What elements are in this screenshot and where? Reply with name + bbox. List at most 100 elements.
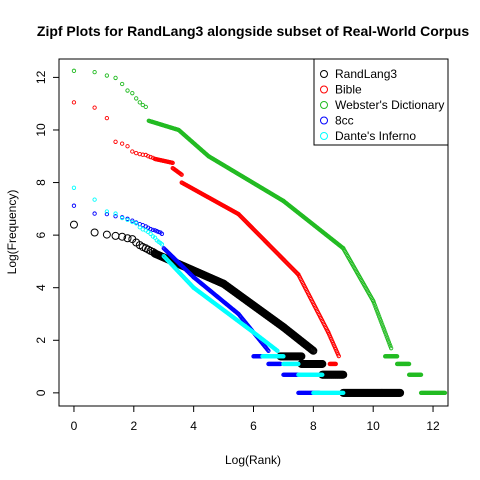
data-point bbox=[309, 346, 318, 355]
data-point bbox=[388, 346, 394, 351]
data-point bbox=[374, 306, 379, 311]
data-point bbox=[92, 69, 97, 75]
data-point bbox=[308, 346, 317, 355]
y-tick-label: 10 bbox=[34, 123, 48, 137]
data-point bbox=[90, 228, 99, 237]
data-point bbox=[385, 336, 390, 341]
data-point bbox=[384, 334, 389, 339]
data-points bbox=[69, 68, 448, 397]
y-tick-label: 12 bbox=[34, 70, 48, 84]
data-point bbox=[336, 353, 341, 359]
data-point bbox=[140, 102, 145, 108]
data-point bbox=[143, 104, 148, 109]
data-point bbox=[123, 234, 132, 243]
data-point bbox=[92, 211, 97, 216]
data-point bbox=[371, 300, 377, 305]
data-point bbox=[374, 308, 380, 313]
data-point bbox=[148, 154, 153, 160]
data-point bbox=[381, 326, 386, 331]
legend-box bbox=[313, 58, 449, 146]
x-tick-label: 4 bbox=[190, 419, 197, 433]
x-axis-title: Log(Rank) bbox=[225, 453, 281, 467]
data-point bbox=[134, 96, 139, 101]
data-point bbox=[134, 150, 139, 156]
data-point bbox=[118, 232, 127, 241]
data-point bbox=[275, 348, 280, 353]
data-point bbox=[170, 160, 175, 165]
data-point bbox=[339, 370, 348, 379]
data-point bbox=[104, 73, 110, 78]
data-point bbox=[372, 302, 377, 307]
data-point bbox=[159, 242, 165, 247]
data-point bbox=[104, 209, 110, 214]
data-point bbox=[380, 324, 386, 329]
legend-label: Dante's Inferno bbox=[335, 129, 416, 143]
data-point bbox=[113, 75, 118, 81]
y-axis: 0 2 4 6 8 10 12 bbox=[34, 70, 59, 396]
series-0 bbox=[69, 220, 405, 397]
data-point bbox=[125, 217, 130, 223]
x-tick-label: 0 bbox=[71, 419, 78, 433]
data-point bbox=[376, 312, 381, 317]
series-4 bbox=[71, 185, 346, 396]
data-point bbox=[297, 352, 306, 361]
data-point bbox=[104, 116, 110, 121]
data-point bbox=[377, 316, 383, 321]
legend-label: 8cc bbox=[335, 114, 354, 128]
legend-marker bbox=[320, 101, 328, 109]
data-point bbox=[111, 231, 120, 240]
y-tick-label: 4 bbox=[34, 284, 48, 291]
data-point bbox=[119, 215, 125, 221]
data-point bbox=[113, 214, 118, 219]
data-point bbox=[379, 320, 384, 325]
data-point bbox=[150, 227, 156, 233]
data-point bbox=[146, 154, 151, 159]
data-point bbox=[137, 100, 142, 105]
legend-label: Bible bbox=[335, 83, 362, 97]
data-point bbox=[113, 211, 118, 216]
data-point bbox=[130, 219, 135, 225]
data-point bbox=[119, 81, 125, 87]
y-tick-label: 0 bbox=[34, 389, 48, 396]
data-point bbox=[137, 225, 142, 230]
x-axis: 0 2 4 6 8 10 12 bbox=[71, 406, 440, 433]
data-point bbox=[307, 345, 316, 354]
data-point bbox=[296, 361, 301, 367]
data-point bbox=[69, 220, 78, 229]
data-point bbox=[318, 359, 327, 368]
data-point bbox=[387, 342, 392, 347]
legend-marker bbox=[320, 132, 328, 140]
data-point bbox=[92, 197, 97, 202]
data-point bbox=[102, 230, 111, 239]
data-point bbox=[125, 88, 130, 93]
data-point bbox=[373, 304, 378, 309]
data-point bbox=[406, 361, 412, 367]
data-point bbox=[375, 310, 380, 315]
y-axis-title: Log(Frequency) bbox=[5, 190, 19, 275]
data-point bbox=[71, 68, 77, 73]
data-point bbox=[394, 354, 400, 359]
x-tick-label: 2 bbox=[130, 419, 137, 433]
data-point bbox=[281, 354, 286, 359]
x-tick-label: 12 bbox=[426, 419, 440, 433]
data-point bbox=[71, 185, 77, 190]
data-point bbox=[159, 231, 165, 236]
data-point bbox=[125, 144, 130, 149]
data-point bbox=[148, 226, 153, 232]
data-point bbox=[130, 149, 135, 154]
data-point bbox=[71, 100, 77, 105]
data-point bbox=[380, 322, 385, 327]
data-point bbox=[104, 211, 110, 217]
data-point bbox=[320, 372, 325, 377]
data-point bbox=[341, 390, 346, 396]
x-tick-label: 10 bbox=[367, 419, 381, 433]
legend-label: Webster's Dictionary bbox=[335, 98, 444, 112]
data-point bbox=[388, 344, 393, 349]
data-point bbox=[130, 91, 135, 96]
legend-marker bbox=[320, 70, 328, 78]
legend-marker bbox=[320, 85, 328, 94]
data-point bbox=[266, 348, 271, 353]
data-point bbox=[134, 221, 139, 226]
